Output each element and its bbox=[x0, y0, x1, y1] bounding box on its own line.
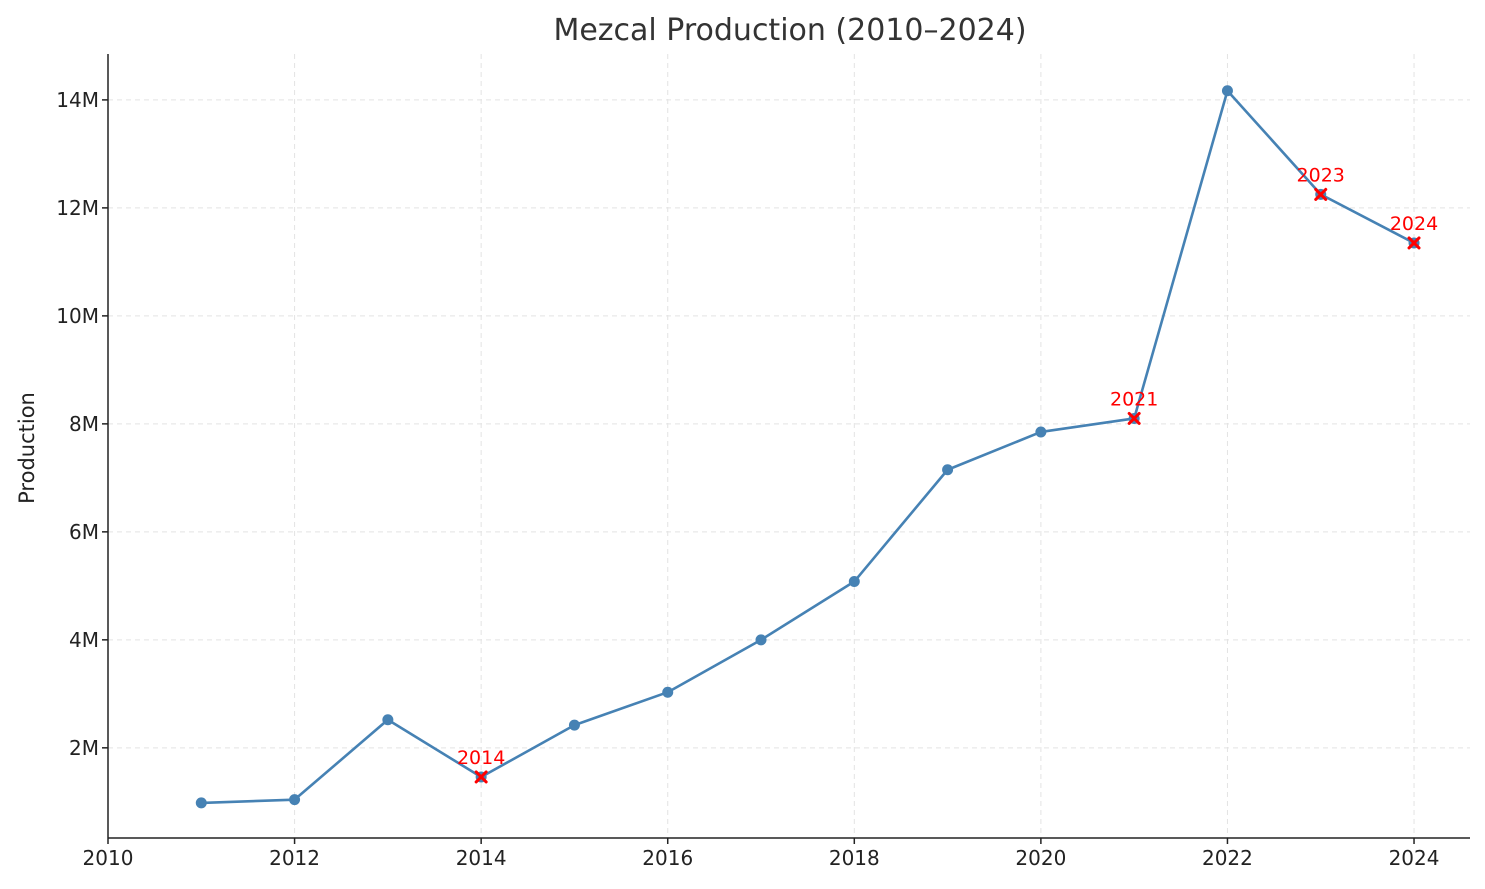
series-layer bbox=[195, 85, 1420, 809]
highlight-marker bbox=[1407, 236, 1421, 250]
x-tick-label: 2010 bbox=[83, 846, 134, 870]
x-tick-label: 2012 bbox=[269, 846, 320, 870]
x-tick-label: 2024 bbox=[1389, 846, 1440, 870]
x-tick-label: 2014 bbox=[456, 846, 507, 870]
x-tick-label: 2022 bbox=[1202, 846, 1253, 870]
y-tick-label: 14M bbox=[56, 88, 99, 112]
data-point bbox=[942, 464, 954, 476]
highlight-layer: 2014 2021 2023 2024 bbox=[457, 164, 1438, 784]
highlight-marker bbox=[1127, 411, 1141, 425]
highlight-label: 2014 bbox=[457, 747, 505, 769]
data-point bbox=[848, 576, 860, 588]
x-tick-label: 2018 bbox=[829, 846, 880, 870]
highlight-marker bbox=[1314, 187, 1328, 201]
y-tick-label: 12M bbox=[56, 196, 99, 220]
y-tick-label: 10M bbox=[56, 304, 99, 328]
highlight-label: 2021 bbox=[1110, 388, 1158, 410]
chart-title: Mezcal Production (2010–2024) bbox=[553, 13, 1026, 48]
y-tick-label: 4M bbox=[69, 628, 99, 652]
highlight-label: 2024 bbox=[1390, 213, 1438, 235]
data-point bbox=[568, 719, 580, 731]
x-tick-label: 2020 bbox=[1015, 846, 1066, 870]
y-tick-label: 6M bbox=[69, 520, 99, 544]
data-point bbox=[662, 686, 674, 698]
data-point bbox=[382, 714, 394, 726]
y-tick-label: 2M bbox=[69, 736, 99, 760]
series-line bbox=[201, 89, 1415, 805]
data-point bbox=[755, 634, 767, 646]
data-point bbox=[1221, 85, 1233, 97]
highlight-marker bbox=[474, 770, 488, 784]
grid-layer bbox=[107, 54, 1470, 838]
data-point bbox=[289, 794, 301, 806]
data-point bbox=[1035, 426, 1047, 438]
axes-layer: 2010 2012 2014 2016 2018 2020 2022 2024 2M 4M 6M 8M… bbox=[56, 54, 1470, 870]
y-axis-label: Production bbox=[15, 392, 39, 504]
x-tick-label: 2016 bbox=[642, 846, 693, 870]
data-point bbox=[195, 797, 207, 809]
highlight-label: 2023 bbox=[1297, 164, 1345, 186]
y-tick-label: 8M bbox=[69, 412, 99, 436]
